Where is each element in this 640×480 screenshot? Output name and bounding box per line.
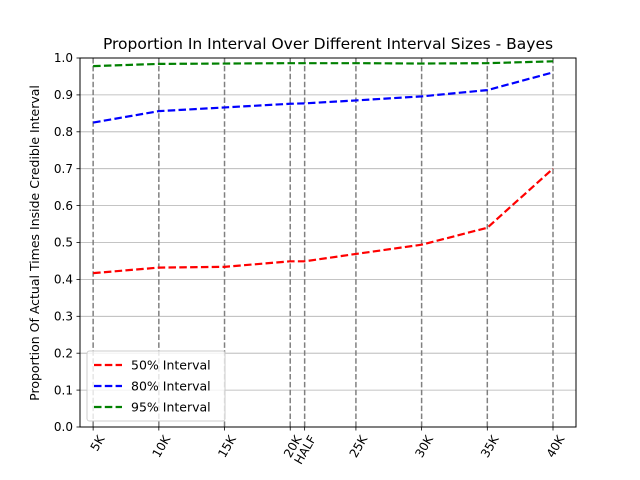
y-tick-label: 0.7 <box>54 162 73 176</box>
legend-label: 80% Interval <box>131 379 211 394</box>
y-tick-label: 0.3 <box>54 310 73 324</box>
x-tick-label: 25K <box>347 432 371 460</box>
series-line-95-interval <box>93 60 554 68</box>
x-tick-label: 35K <box>478 432 502 460</box>
x-tick-label: 15K <box>215 432 239 460</box>
y-tick-label: 0.2 <box>54 346 73 360</box>
x-tick-label: 40K <box>544 432 568 460</box>
y-tick-label: 1.0 <box>54 51 73 65</box>
chart-title: Proportion In Interval Over Different In… <box>103 35 553 53</box>
plot-area: 0.0 0.1 0.2 0.3 0.4 0.5 0.6 0.7 0.8 0.9 1.0 5K 10K 15… <box>54 51 577 467</box>
y-tick-label: 0.9 <box>54 88 73 102</box>
y-tick-label: 0.4 <box>54 273 73 287</box>
legend-label: 50% Interval <box>131 358 211 373</box>
y-tick-label: 0.6 <box>54 199 73 213</box>
legend-label: 95% Interval <box>131 400 211 415</box>
y-tick-label: 0.0 <box>54 420 73 434</box>
x-tick-label: 10K <box>150 432 174 460</box>
legend-box <box>86 350 226 422</box>
y-axis-label: Proportion Of Actual Times Inside Credib… <box>27 85 42 401</box>
y-tick-label: 0.1 <box>54 383 73 397</box>
legend: 50% Interval 80% Interval 95% Interval <box>86 350 226 422</box>
series-line-80-interval <box>92 71 554 124</box>
x-tick-label: 5K <box>88 432 108 453</box>
y-tick-label: 0.5 <box>54 236 73 250</box>
y-tick-label: 0.8 <box>54 125 73 139</box>
series-line-50-interval <box>93 167 554 275</box>
x-tick-label: 30K <box>412 432 436 460</box>
